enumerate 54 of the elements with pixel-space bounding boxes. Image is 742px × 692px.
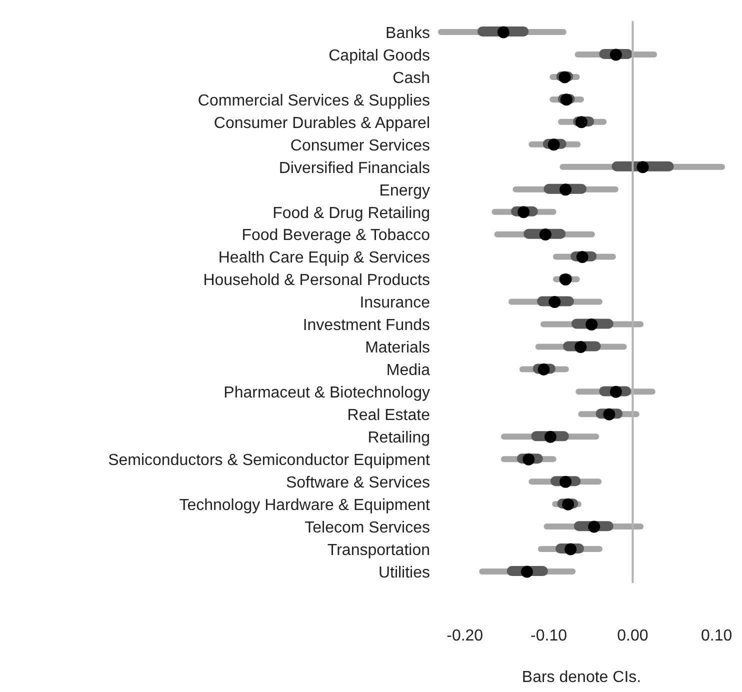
point [548, 296, 561, 308]
y-tick-label: Food Beverage & Tobacco [242, 227, 430, 244]
point [518, 206, 530, 218]
point [558, 71, 571, 84]
point [520, 566, 533, 578]
point [548, 138, 560, 151]
y-tick-label: Insurance [360, 294, 430, 312]
point [522, 453, 535, 466]
point [588, 520, 600, 533]
y-tick-label: Software & Services [286, 474, 430, 492]
x-tick-label: 0.00 [617, 627, 648, 644]
point [544, 430, 556, 443]
point [539, 228, 552, 241]
y-tick-label: Media [386, 362, 430, 380]
y-tick-label: Investment Funds [302, 317, 430, 334]
y-tick-label: Telecom Services [304, 519, 430, 536]
y-tick-label: Transportation [327, 542, 430, 559]
y-tick-label: Commercial Services & Supplies [198, 92, 430, 110]
y-tick-label: Food & Drug Retailing [272, 204, 430, 222]
y-tick-label: Semiconductors & Semiconductor Equipment [108, 452, 431, 470]
x-tick-label: -0.20 [446, 627, 484, 644]
x-tick-label: -0.10 [530, 627, 568, 644]
point [560, 94, 572, 106]
y-tick-label: Consumer Services [290, 137, 430, 154]
y-tick-label: Real Estate [347, 407, 430, 424]
y-tick-label: Utilities [378, 564, 430, 582]
y-tick-label: Consumer Durables & Apparel [214, 114, 430, 132]
point [610, 48, 622, 61]
y-tick-label: Banks [386, 24, 430, 42]
point [610, 386, 622, 398]
point [636, 161, 649, 174]
x-axis-title: Bars denote CIs. [522, 669, 642, 686]
point [603, 408, 616, 420]
point [562, 498, 574, 510]
y-tick-label: Health Care Equip & Services [218, 250, 430, 267]
point [564, 543, 577, 556]
point [586, 318, 598, 330]
point [497, 26, 510, 38]
y-tick-label: Household & Personal Products [203, 272, 430, 290]
point [576, 116, 588, 128]
point [560, 476, 572, 488]
point [576, 251, 588, 264]
y-tick-label: Capital Goods [328, 47, 430, 64]
y-tick-label: Pharmaceut & Biotechnology [224, 384, 430, 402]
point [538, 363, 550, 376]
y-tick-label: Cash [392, 70, 430, 87]
point [560, 184, 572, 196]
y-tick-label: Materials [365, 340, 430, 357]
point [574, 340, 587, 353]
y-tick-label: Technology Hardware & Equipment [179, 497, 431, 514]
y-tick-label: Retailing [368, 430, 430, 447]
x-tick-label: 0.10 [701, 627, 732, 644]
y-tick-label: Energy [379, 182, 430, 200]
y-tick-label: Diversified Financials [278, 160, 430, 177]
